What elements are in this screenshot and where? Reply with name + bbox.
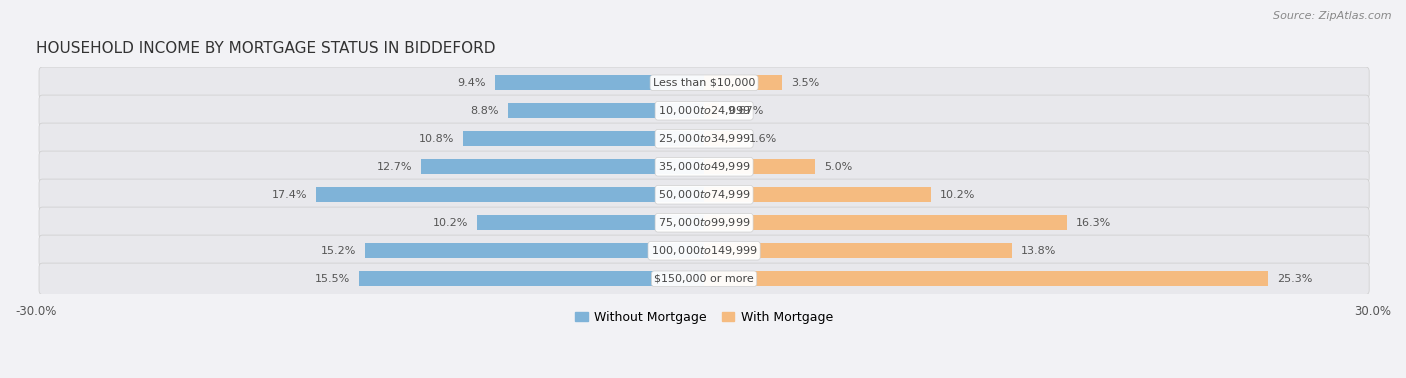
Bar	[704, 187, 931, 202]
Bar	[316, 187, 704, 202]
Legend: Without Mortgage, With Mortgage: Without Mortgage, With Mortgage	[571, 306, 838, 329]
Bar	[508, 104, 704, 118]
FancyBboxPatch shape	[39, 235, 1369, 266]
Text: 5.0%: 5.0%	[824, 162, 852, 172]
Text: 16.3%: 16.3%	[1076, 218, 1111, 228]
FancyBboxPatch shape	[39, 95, 1369, 126]
Bar	[495, 76, 704, 90]
Bar	[359, 271, 704, 286]
Text: $35,000 to $49,999: $35,000 to $49,999	[658, 160, 751, 173]
FancyBboxPatch shape	[39, 179, 1369, 211]
Bar	[422, 160, 704, 174]
Bar	[464, 132, 704, 146]
Bar	[704, 76, 782, 90]
Text: $25,000 to $34,999: $25,000 to $34,999	[658, 132, 751, 145]
Bar	[704, 104, 718, 118]
Text: Less than $10,000: Less than $10,000	[652, 78, 755, 88]
Bar	[704, 271, 1268, 286]
Text: 15.2%: 15.2%	[321, 246, 357, 256]
Text: $75,000 to $99,999: $75,000 to $99,999	[658, 216, 751, 229]
Text: $10,000 to $24,999: $10,000 to $24,999	[658, 104, 751, 117]
Bar	[704, 160, 815, 174]
FancyBboxPatch shape	[39, 123, 1369, 155]
Text: 17.4%: 17.4%	[271, 190, 308, 200]
Text: 8.8%: 8.8%	[471, 106, 499, 116]
Text: HOUSEHOLD INCOME BY MORTGAGE STATUS IN BIDDEFORD: HOUSEHOLD INCOME BY MORTGAGE STATUS IN B…	[35, 42, 495, 56]
Text: $150,000 or more: $150,000 or more	[654, 274, 754, 284]
Text: 25.3%: 25.3%	[1277, 274, 1312, 284]
Text: 12.7%: 12.7%	[377, 162, 412, 172]
Text: $100,000 to $149,999: $100,000 to $149,999	[651, 244, 758, 257]
Bar	[477, 215, 704, 230]
Bar	[704, 215, 1067, 230]
Text: 10.2%: 10.2%	[433, 218, 468, 228]
Text: 0.67%: 0.67%	[728, 106, 763, 116]
FancyBboxPatch shape	[39, 67, 1369, 98]
Text: 13.8%: 13.8%	[1021, 246, 1056, 256]
Text: 9.4%: 9.4%	[457, 78, 485, 88]
Bar	[366, 243, 704, 258]
Bar	[704, 243, 1011, 258]
Text: 10.2%: 10.2%	[941, 190, 976, 200]
Text: 10.8%: 10.8%	[419, 134, 454, 144]
Text: 1.6%: 1.6%	[748, 134, 778, 144]
FancyBboxPatch shape	[39, 263, 1369, 294]
FancyBboxPatch shape	[39, 151, 1369, 183]
Text: 3.5%: 3.5%	[792, 78, 820, 88]
Text: $50,000 to $74,999: $50,000 to $74,999	[658, 188, 751, 201]
FancyBboxPatch shape	[39, 207, 1369, 239]
Bar	[704, 132, 740, 146]
Text: 15.5%: 15.5%	[315, 274, 350, 284]
Text: Source: ZipAtlas.com: Source: ZipAtlas.com	[1274, 11, 1392, 21]
